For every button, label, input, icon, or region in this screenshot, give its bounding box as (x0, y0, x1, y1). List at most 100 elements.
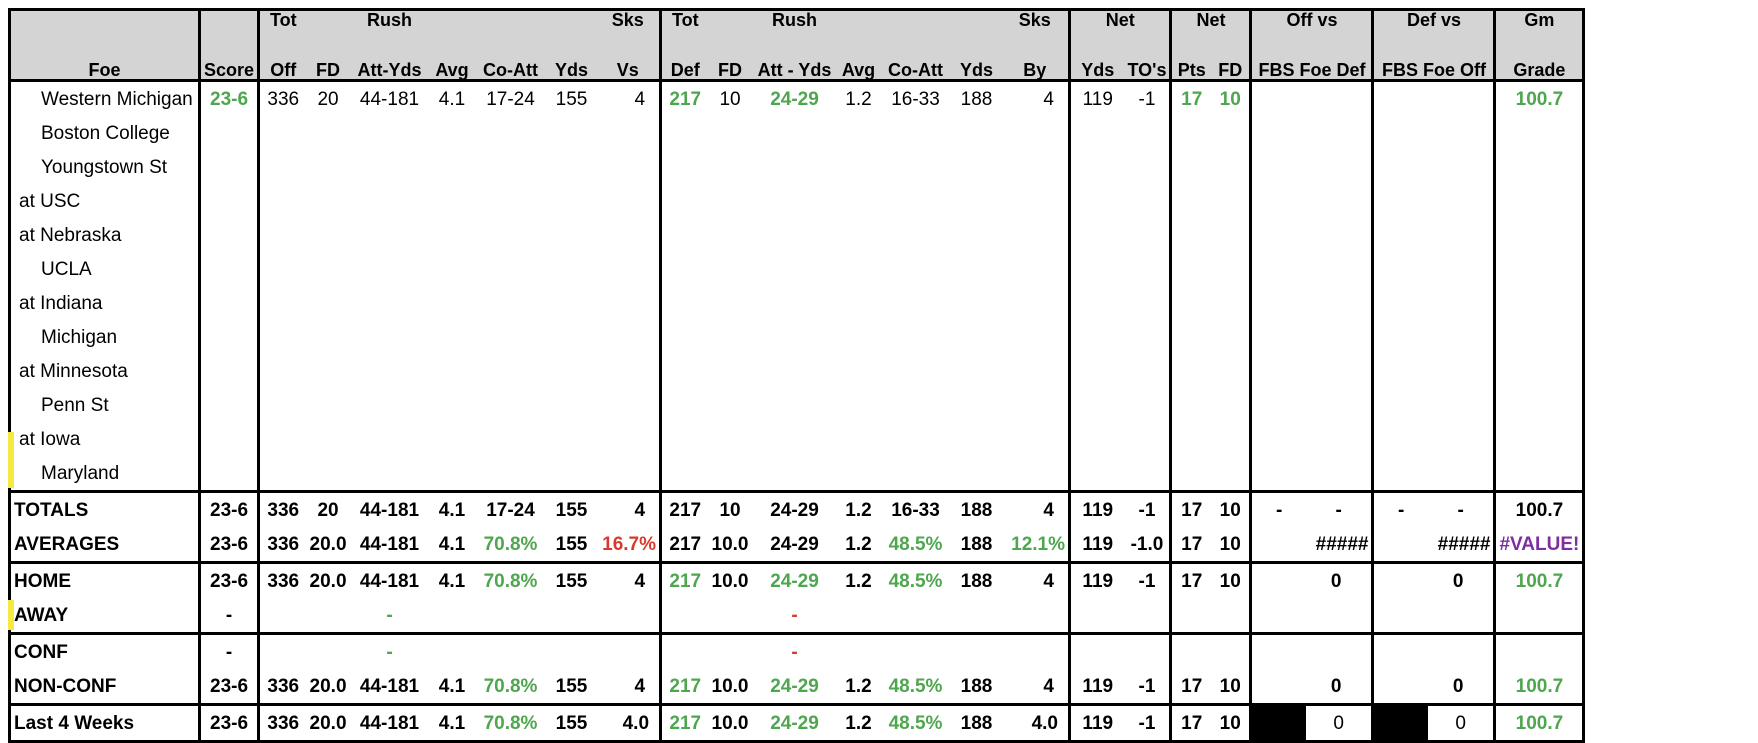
tot-def: 217 (669, 88, 702, 110)
off-vs: 0 (1250, 669, 1375, 705)
tot-def: 217 (669, 675, 702, 697)
table-row: Penn St (9, 388, 1584, 422)
row-label: AVERAGES (9, 527, 201, 563)
avg: 4.1 (438, 499, 466, 521)
hdr-off-vs: Off vs (1250, 9, 1375, 45)
row-label: AWAY (9, 598, 201, 634)
sks-by: 4 (1001, 562, 1071, 598)
hdr-fbs-foe-off: FBS Foe Off (1372, 45, 1497, 82)
last4-row: Last 4 Weeks 23-6 336 20.0 44-181 4.1 70… (9, 704, 1584, 742)
hdr-off: Off (258, 45, 307, 82)
yds: 155 (555, 570, 588, 592)
foe-name: at Minnesota (9, 354, 201, 388)
grade: 100.7 (1515, 570, 1564, 592)
net-yds: 119 (1082, 533, 1114, 555)
def-vs: 0 (1372, 669, 1497, 705)
co-att: 70.8% (483, 712, 538, 734)
tot-off: 336 (267, 675, 300, 697)
table-row: UCLA (9, 252, 1584, 286)
davg: 1.2 (845, 533, 872, 555)
yds: 155 (555, 499, 588, 521)
fd: 20 (317, 88, 339, 110)
fd: 20 (317, 499, 339, 521)
grade: 100.7 (1515, 499, 1564, 521)
hdr-grade: Grade (1494, 45, 1584, 82)
fd: 20.0 (309, 533, 347, 555)
net-fd: 10 (1210, 669, 1253, 705)
hdr-fd: FD (306, 45, 350, 82)
hdr-sks-vs: Sks (596, 9, 663, 45)
hdr-tot-off: Tot (258, 9, 307, 45)
net-yds: 119 (1082, 675, 1114, 697)
table-row: Boston College (9, 116, 1584, 150)
dco-att: 48.5% (888, 675, 943, 697)
hdr-by: By (1001, 45, 1071, 82)
fd: 20.0 (309, 675, 347, 697)
net-fd: 10 (1210, 704, 1253, 742)
hdr-co-att: Co-Att (474, 45, 547, 82)
dfd: 10.0 (711, 675, 749, 697)
tot-def: 217 (669, 712, 702, 734)
drush: 24-29 (770, 499, 819, 521)
sks-vs: 4 (596, 669, 663, 705)
row-label: CONF (9, 633, 201, 669)
hdr-rush-att-yds: Att-Yds (349, 45, 430, 82)
def-vs: ##### (1372, 527, 1497, 563)
hdr-rush-off: Rush (349, 9, 430, 45)
hdr-dco-att: Co-Att (879, 45, 952, 82)
rush: 44-181 (359, 88, 420, 110)
sks-vs: 16.7% (596, 527, 663, 563)
hdr-vs: Vs (596, 45, 663, 82)
hdr-drush-att-yds: Att - Yds (751, 45, 838, 82)
dyds: 188 (960, 88, 993, 110)
grade: 100.7 (1515, 88, 1564, 110)
foe-name: Boston College (9, 116, 201, 150)
hdr-nfd: FD (1210, 45, 1253, 82)
blank-fill (1372, 704, 1428, 742)
davg: 1.2 (845, 570, 872, 592)
totals-row: TOTALS 23-6 336 20 44-181 4.1 17-24 155 … (9, 491, 1584, 527)
hdr-tot-def: Tot (660, 9, 709, 45)
sks-by: 4.0 (1001, 704, 1071, 742)
averages-row: AVERAGES 23-6 336 20.0 44-181 4.1 70.8% … (9, 527, 1584, 563)
def-vs: 0 (1427, 704, 1497, 742)
off-vs: 0 (1305, 704, 1375, 742)
drush: 24-29 (770, 570, 819, 592)
table-row: at Minnesota (9, 354, 1584, 388)
net-pts: 17 (1181, 533, 1203, 555)
foe-name: at USC (9, 184, 201, 218)
co-att: 70.8% (483, 675, 538, 697)
tos: -1.0 (1124, 527, 1173, 563)
davg: 1.2 (845, 499, 872, 521)
net-yds: 119 (1082, 712, 1114, 734)
dfd: 10.0 (711, 533, 749, 555)
drush: 24-29 (770, 533, 819, 555)
table-row: Michigan (9, 320, 1584, 354)
grade: 100.7 (1515, 712, 1564, 734)
tot-off: 336 (267, 499, 300, 521)
score: 23-6 (199, 562, 261, 598)
net-fd: 10 (1210, 527, 1253, 563)
hdr-score: Score (199, 45, 261, 82)
dyds: 188 (960, 712, 993, 734)
dyds: 188 (960, 533, 993, 555)
yds: 155 (555, 675, 588, 697)
hdr-yds: Yds (546, 45, 597, 82)
avg: 4.1 (438, 88, 466, 110)
header-row-2: Foe Score Off FD Att-Yds Avg Co-Att Yds … (9, 45, 1584, 82)
hdr-gm: Gm (1494, 9, 1584, 45)
net-fd: 10 (1210, 80, 1253, 116)
hdr-davg: Avg (837, 45, 880, 82)
drush: 24-29 (770, 88, 819, 110)
row-label: Last 4 Weeks (9, 704, 201, 742)
hdr-def: Def (660, 45, 709, 82)
score: 23-6 (199, 491, 261, 527)
dfd: 10 (719, 499, 741, 521)
co-att: 17-24 (486, 88, 535, 110)
hdr-def-vs: Def vs (1372, 9, 1497, 45)
foe-name: Penn St (9, 388, 201, 422)
davg: 1.2 (845, 88, 872, 110)
home-row: HOME 23-6 336 20.0 44-181 4.1 70.8% 155 … (9, 562, 1584, 598)
foe-name: Michigan (9, 320, 201, 354)
sks-vs: 4 (596, 491, 663, 527)
